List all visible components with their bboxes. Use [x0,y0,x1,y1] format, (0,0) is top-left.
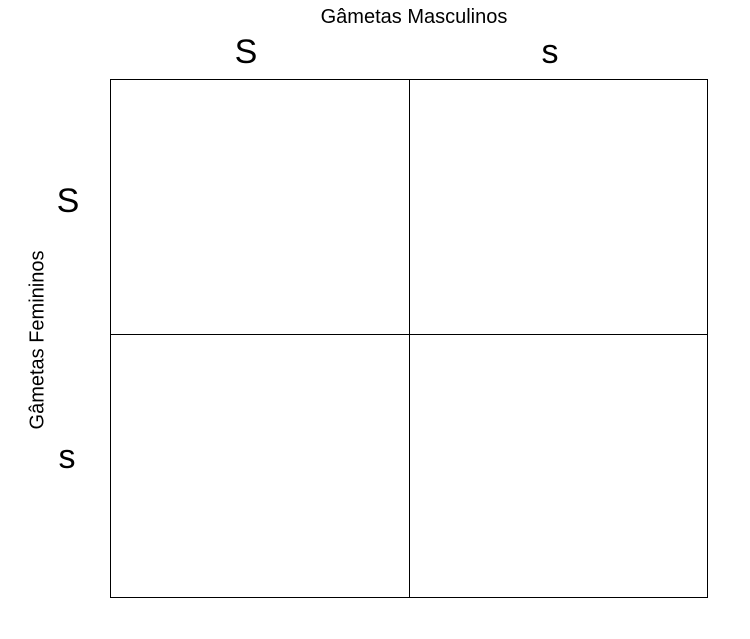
male-gametes-title: Gâmetas Masculinos [320,6,508,28]
punnett-cell [410,335,707,597]
female-allele-1: S [56,182,80,220]
punnett-cell [111,80,410,335]
punnett-square [110,79,708,598]
female-gametes-title: Gâmetas Femininos [26,250,49,430]
punnett-cell [410,80,707,335]
female-allele-2: s [58,438,76,476]
male-allele-1: S [234,33,258,71]
male-allele-2: s [541,33,559,71]
punnett-cell [111,335,410,597]
